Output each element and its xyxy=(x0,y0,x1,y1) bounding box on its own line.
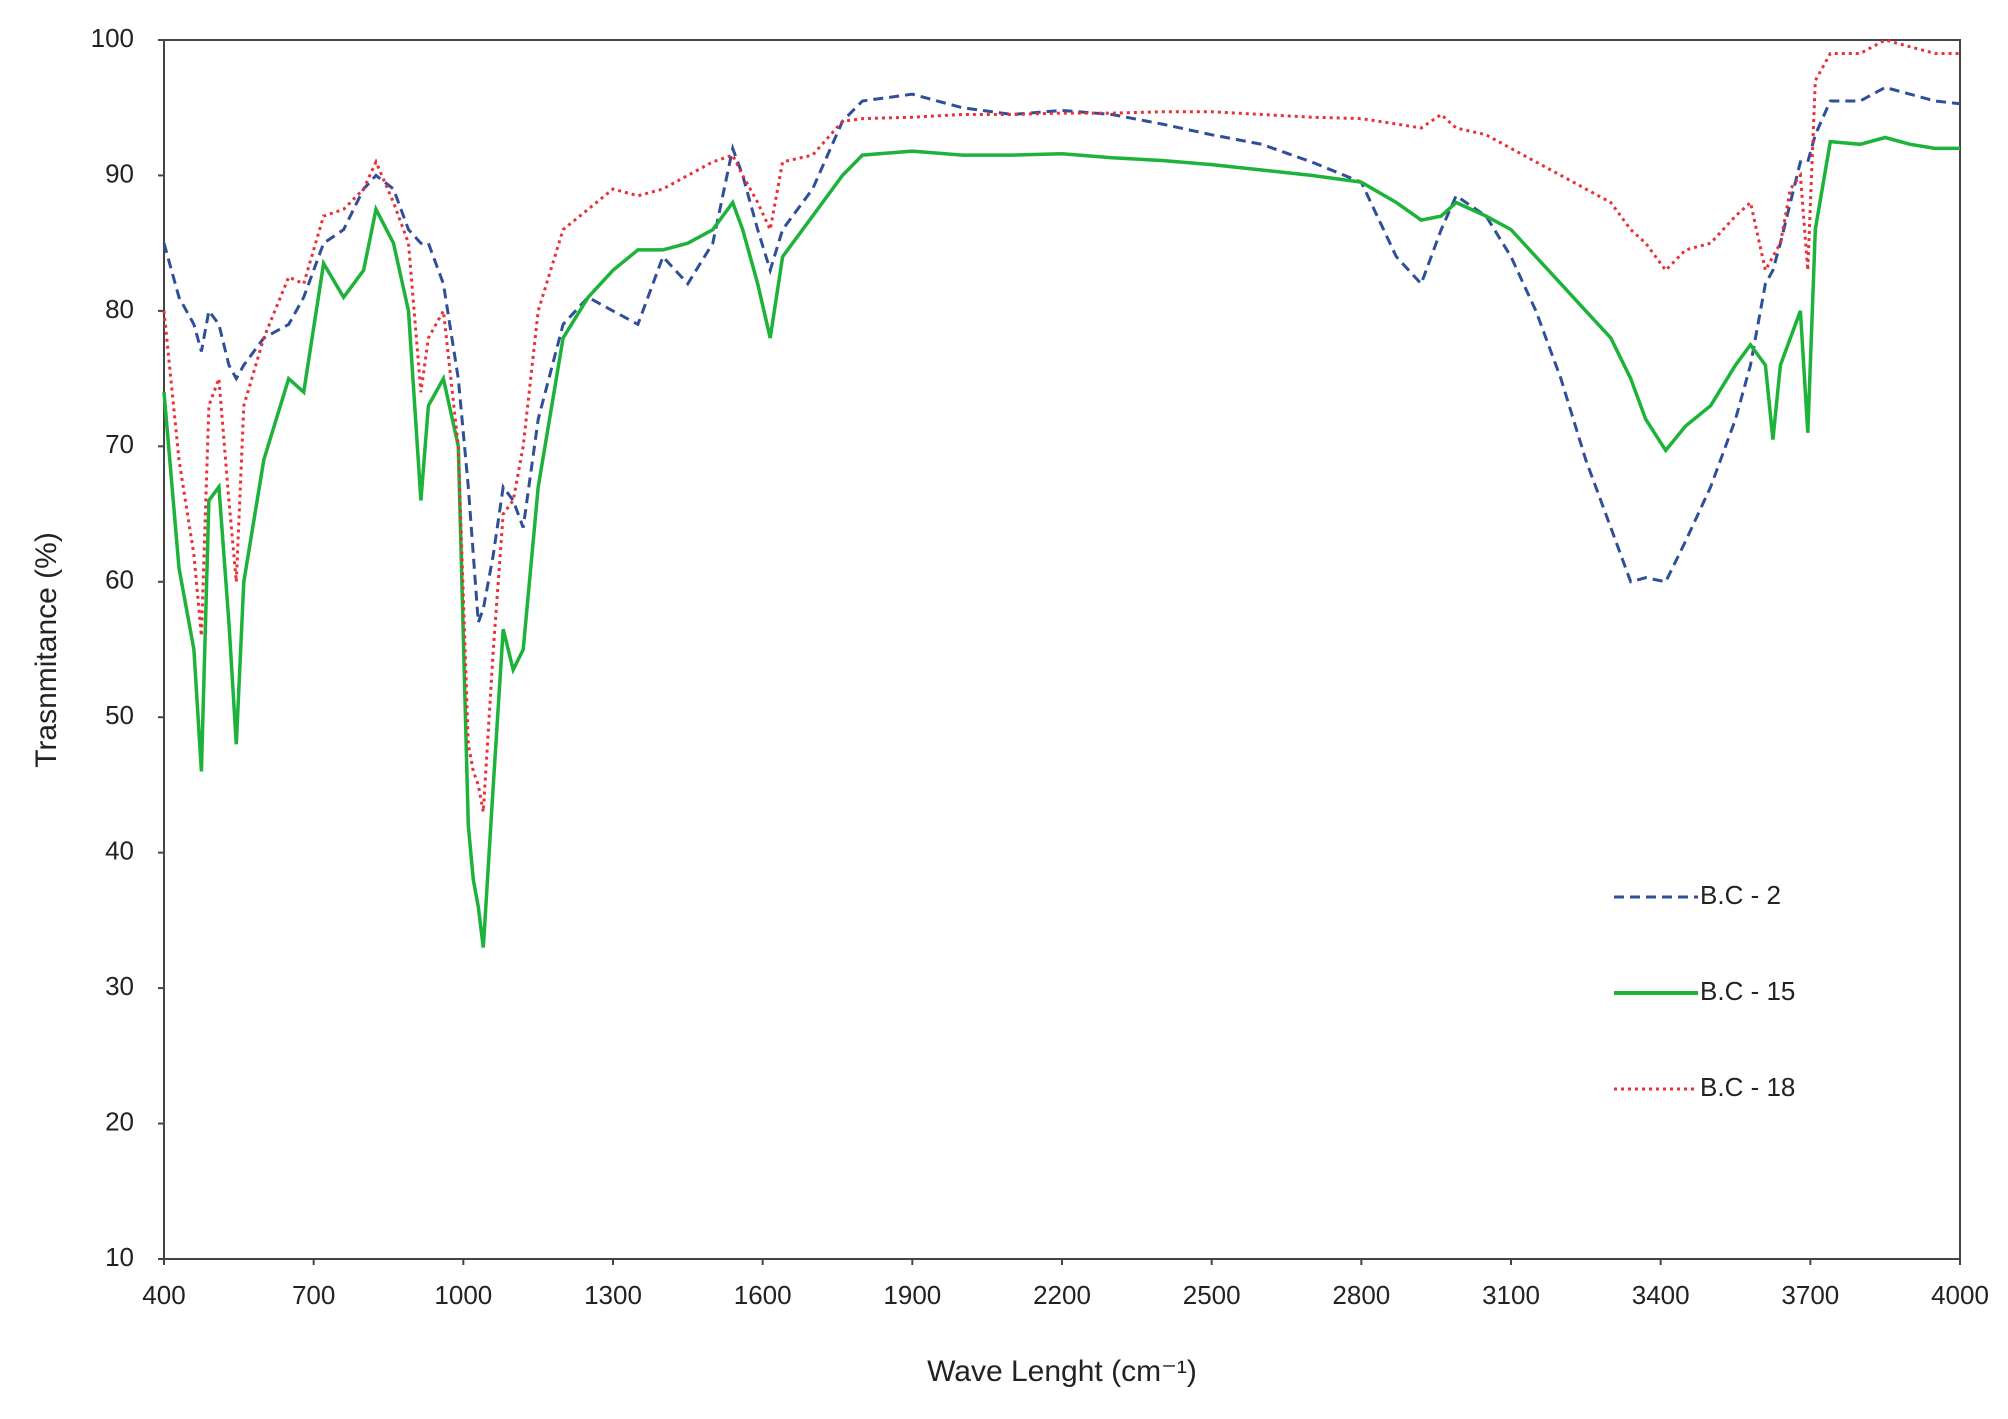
x-tick-label: 1000 xyxy=(434,1280,492,1310)
y-tick-label: 50 xyxy=(105,700,134,730)
y-tick-label: 10 xyxy=(105,1242,134,1272)
y-tick-label: 90 xyxy=(105,158,134,188)
y-tick-label: 80 xyxy=(105,294,134,324)
x-tick-label: 700 xyxy=(292,1280,335,1310)
legend-label: B.C - 15 xyxy=(1700,976,1795,1006)
x-axis-label: Wave Lenght (cm⁻¹) xyxy=(927,1355,1197,1388)
x-tick-label: 1600 xyxy=(734,1280,792,1310)
y-tick-label: 20 xyxy=(105,1106,134,1136)
y-tick-label: 70 xyxy=(105,429,134,459)
series-line xyxy=(162,85,1961,623)
legend-label: B.C - 18 xyxy=(1700,1072,1795,1102)
x-tick-label: 2200 xyxy=(1033,1280,1091,1310)
x-tick-label: 2500 xyxy=(1183,1280,1241,1310)
x-tick-label: 400 xyxy=(142,1280,185,1310)
x-tick-label: 3400 xyxy=(1632,1280,1690,1310)
y-tick-label: 100 xyxy=(91,23,134,53)
y-tick-label: 30 xyxy=(105,971,134,1001)
x-tick-label: 1900 xyxy=(883,1280,941,1310)
series-line xyxy=(162,135,1960,948)
x-tick-label: 2800 xyxy=(1332,1280,1390,1310)
legend-label: B.C - 2 xyxy=(1700,880,1781,910)
y-tick-label: 40 xyxy=(105,836,134,866)
x-tick-label: 1300 xyxy=(584,1280,642,1310)
y-tick-label: 60 xyxy=(105,565,134,595)
x-tick-label: 3100 xyxy=(1482,1280,1540,1310)
x-tick-label: 3700 xyxy=(1781,1280,1839,1310)
y-axis-label: Trasnmitance (%) xyxy=(30,532,63,768)
x-tick-label: 4000 xyxy=(1931,1280,1989,1310)
